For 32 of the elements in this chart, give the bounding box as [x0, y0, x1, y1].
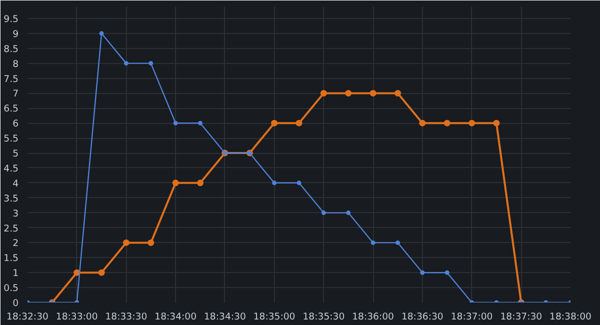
x-tick-label: 18:38:00: [550, 312, 592, 322]
y-tick-label: 9: [12, 28, 19, 40]
y-tick-label: 4: [12, 178, 19, 190]
y-tick-label: 5.5: [4, 134, 19, 145]
y-tick-label: 6: [12, 118, 19, 130]
y-tick-label: 9.5: [4, 14, 19, 25]
y-tick-label: 8: [12, 58, 19, 70]
x-tick-label: 18:32:30: [6, 312, 49, 322]
y-tick-label: 0: [12, 298, 19, 309]
x-tick-label: 18:34:00: [154, 312, 197, 322]
x-tick-label: 18:34:30: [204, 312, 246, 322]
y-tick-label: 2.5: [4, 223, 19, 234]
x-tick-label: 18:35:30: [302, 312, 345, 322]
y-tick-label: 7: [12, 88, 19, 100]
y-tick-label: 3.5: [4, 193, 19, 204]
y-tick-label: 7.5: [4, 74, 19, 85]
y-tick-label: 4.5: [4, 163, 19, 174]
x-tick-label: 18:37:30: [500, 312, 542, 322]
x-tick-label: 18:36:30: [401, 312, 444, 322]
x-tick-label: 18:33:00: [56, 312, 98, 322]
y-tick-label: 5: [12, 148, 19, 160]
x-tick-label: 18:36:00: [352, 312, 394, 322]
x-tick-label: 18:33:30: [105, 312, 148, 322]
y-tick-label: 1: [12, 268, 19, 280]
y-tick-label: 6.5: [4, 104, 19, 115]
y-tick-label: 1.5: [4, 253, 19, 264]
y-tick-label: 8.5: [4, 44, 19, 55]
x-tick-label: 18:37:00: [450, 312, 493, 322]
x-tick-label: 18:35:00: [253, 312, 296, 322]
y-tick-label: 2: [12, 238, 19, 250]
y-tick-label: 3: [12, 208, 19, 220]
y-tick-label: 0.5: [4, 283, 19, 294]
